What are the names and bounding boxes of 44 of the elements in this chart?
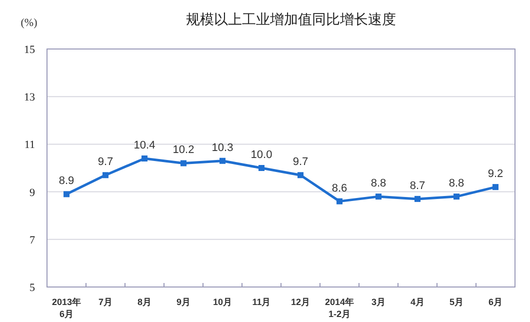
y-tick-label: 5: [30, 282, 36, 294]
x-tick-label: 4月: [410, 297, 425, 307]
data-label: 9.7: [292, 156, 308, 168]
point: [64, 191, 70, 198]
x-tick-label: 6月: [488, 297, 503, 307]
data-label: 10.4: [134, 139, 156, 152]
data-label: 8.6: [332, 182, 348, 194]
point: [220, 158, 226, 164]
data-label: 9.2: [488, 168, 504, 180]
data-label: 8.7: [410, 180, 426, 192]
data-label: 10.3: [212, 142, 234, 154]
y-tick-label: 7: [30, 234, 36, 246]
data-label: 8.8: [370, 178, 386, 190]
point: [180, 160, 186, 166]
x-tick-label: 5月: [449, 297, 464, 307]
point: [376, 194, 382, 200]
point: [258, 165, 264, 171]
x-tick-label: 12月: [290, 297, 310, 307]
y-axis-title: (%): [20, 17, 38, 29]
x-tick-label: 2013年 6月: [52, 297, 82, 319]
y-tick-label: 15: [24, 44, 36, 56]
data-label: 9.7: [98, 156, 114, 168]
point: [414, 196, 420, 202]
x-tick-label: 3月: [371, 297, 386, 307]
data-label: 10.2: [172, 144, 194, 156]
point: [454, 194, 460, 200]
data-label: 8.9: [58, 175, 74, 188]
chart-title: 规模以上工业增加值同比增长速度: [186, 11, 396, 27]
data-label: 10.0: [250, 149, 272, 161]
x-tick-label: 8月: [137, 297, 152, 307]
x-tick-label: 2014年 1-2月: [324, 297, 354, 319]
x-tick-label: 11月: [252, 297, 271, 307]
x-tick-label: 10月: [212, 297, 232, 307]
point: [298, 172, 304, 178]
x-tick-label: 9月: [176, 297, 191, 307]
x-tick-label: 7月: [98, 297, 113, 307]
y-tick-label: 9: [30, 186, 36, 199]
data-label: 8.8: [448, 178, 464, 190]
point: [102, 172, 108, 178]
y-tick-label: 11: [24, 139, 35, 152]
point: [492, 184, 498, 190]
point: [336, 198, 342, 204]
y-tick-label: 13: [24, 92, 36, 104]
point: [142, 155, 148, 162]
